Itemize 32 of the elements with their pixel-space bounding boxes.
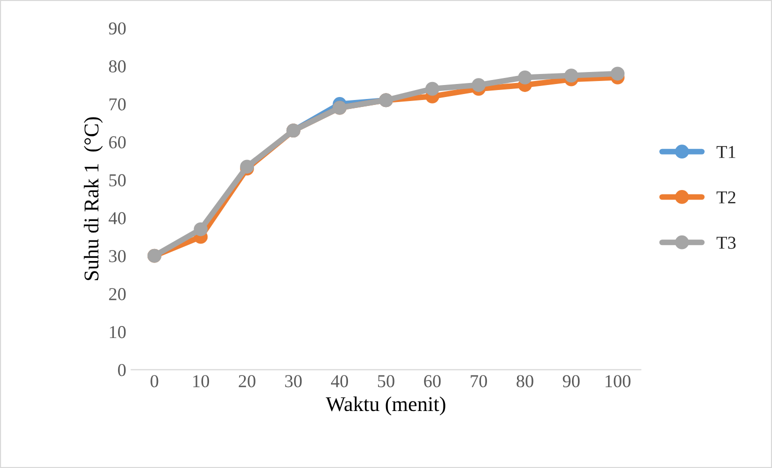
y-tick-label: 80 [109,60,126,72]
y-tick-label: 60 [109,136,126,148]
x-tick-label: 50 [378,375,394,388]
x-tick-label: 90 [562,375,580,388]
x-axis-title: Waktu (menit) [326,396,446,416]
x-tick-label: 60 [424,375,441,388]
point [518,70,532,84]
y-tick-label: 30 [109,250,126,262]
x-tick-label: 10 [193,375,210,388]
x-tick-label: 20 [238,375,256,388]
x-tick-label: 30 [285,375,302,388]
point [425,82,440,96]
x-tick-label: 80 [516,375,534,388]
y-tick-label: 40 [108,212,126,224]
legend-label: T2 [716,191,736,204]
x-tick-label: 0 [150,375,158,388]
y-tick-label: 10 [110,326,126,338]
legend-label: T3 [716,236,736,249]
point [472,78,486,92]
x-tick-label: 70 [470,375,487,388]
point [610,66,625,81]
y-tick-label: 70 [110,98,126,110]
y-tick-label: 20 [109,288,126,300]
point [194,222,208,236]
y-tick-label: 0 [118,364,126,376]
legend-label: T1 [716,146,736,158]
y-tick-label: 50 [109,174,126,186]
y-tick-label: 90 [108,22,126,35]
x-tick-label: 100 [606,375,630,388]
point [564,68,578,82]
x-tick-label: 40 [331,375,348,388]
y-axis-title: Suhu di Rak 1 (°C) [84,117,103,280]
